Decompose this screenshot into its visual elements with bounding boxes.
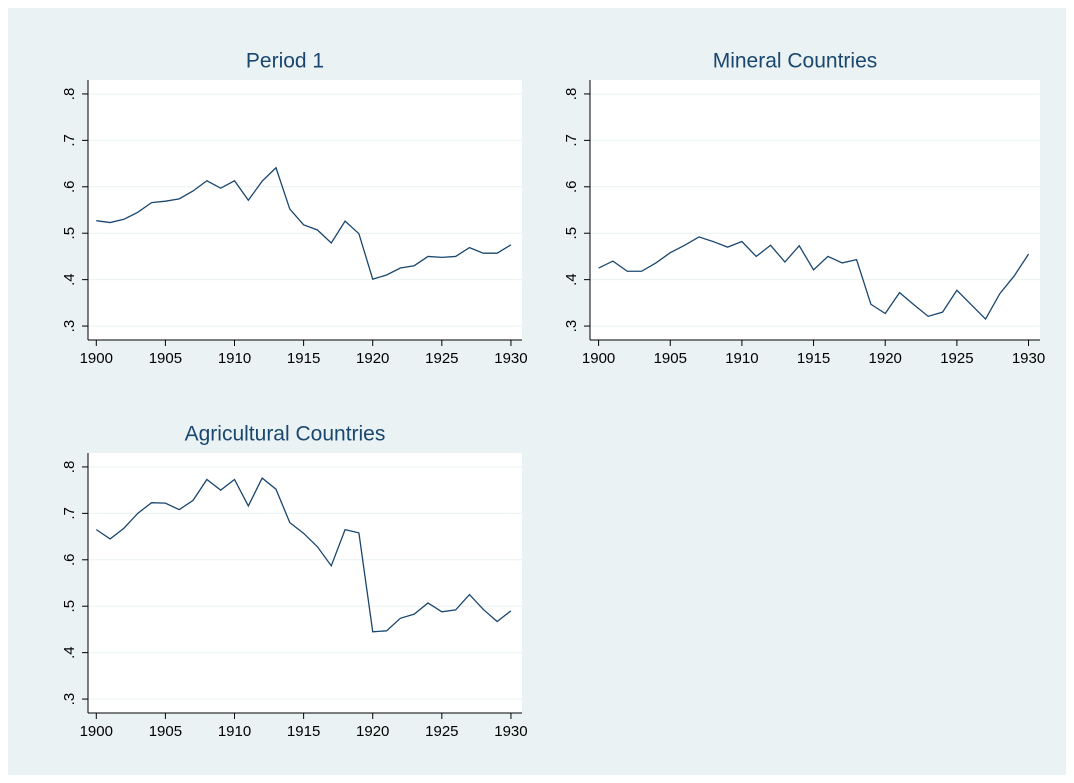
x-tick-label: 1900	[582, 350, 615, 367]
x-tick-label: 1930	[494, 350, 527, 367]
y-tick-label: .4	[563, 273, 580, 286]
x-tick-label: 1905	[149, 350, 182, 367]
y-tick-label: .8	[563, 88, 580, 101]
x-tick-label: 1925	[425, 723, 458, 740]
y-tick-label: .8	[61, 461, 78, 474]
y-tick-label: .6	[563, 181, 580, 194]
line-series	[598, 236, 1030, 321]
y-tick-label: .7	[563, 134, 580, 147]
x-tick-label: 1910	[218, 723, 251, 740]
x-tick-label: 1915	[797, 350, 830, 367]
x-tick-label: 1930	[1012, 350, 1045, 367]
x-tick-label: 1930	[494, 723, 527, 740]
y-tick-label: .3	[61, 320, 78, 333]
y-tick-label: .4	[61, 273, 78, 286]
x-tick-label: 1915	[287, 723, 320, 740]
chart-title: Period 1	[246, 50, 324, 73]
x-tick-label: 1900	[80, 350, 113, 367]
plot-area	[88, 453, 522, 713]
y-tick-label: .4	[61, 646, 78, 659]
x-tick-label: 1920	[356, 350, 389, 367]
line-series	[96, 166, 512, 280]
y-tick-label: .3	[563, 320, 580, 333]
x-tick-label: 1910	[725, 350, 758, 367]
y-tick-label: .5	[563, 227, 580, 240]
plot-area	[590, 80, 1040, 340]
line-series	[95, 477, 512, 633]
x-tick-label: 1925	[425, 350, 458, 367]
x-tick-label: 1905	[149, 723, 182, 740]
y-tick-label: .7	[61, 507, 78, 520]
y-tick-label: .5	[61, 600, 78, 613]
chart-title: Agricultural Countries	[185, 423, 386, 446]
y-tick-label: .3	[61, 693, 78, 706]
y-tick-label: .5	[61, 227, 78, 240]
y-tick-label: .6	[61, 554, 78, 567]
y-tick-label: .7	[61, 134, 78, 147]
x-tick-label: 1920	[869, 350, 902, 367]
y-tick-label: .8	[61, 88, 78, 101]
x-tick-label: 1900	[80, 723, 113, 740]
x-tick-label: 1920	[356, 723, 389, 740]
x-tick-label: 1915	[287, 350, 320, 367]
x-tick-label: 1925	[940, 350, 973, 367]
x-tick-label: 1910	[218, 350, 251, 367]
chart-title: Mineral Countries	[713, 50, 878, 73]
y-tick-label: .6	[61, 181, 78, 194]
x-tick-label: 1905	[654, 350, 687, 367]
plot-area	[88, 80, 522, 340]
